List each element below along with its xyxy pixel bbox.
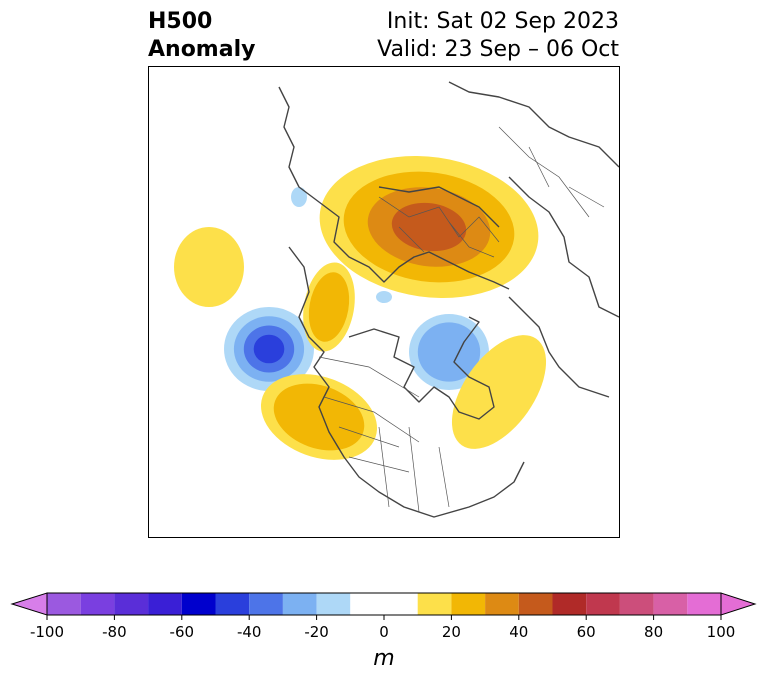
colorbar-level bbox=[282, 593, 317, 615]
title-line-field: Anomaly bbox=[148, 37, 256, 62]
colorbar-level bbox=[80, 593, 115, 615]
colorbar-tick-label: 80 bbox=[644, 623, 663, 641]
colorbar-tick-label: -40 bbox=[237, 623, 262, 641]
colorbar-level bbox=[653, 593, 688, 615]
init-date-label: Init: Sat 02 Sep 2023 bbox=[386, 9, 619, 34]
colorbar-unit-label: m bbox=[373, 646, 395, 671]
colorbar-level bbox=[552, 593, 587, 615]
colorbar: -100 -80 -60 -40 -20 0 20 40 60 80 100 bbox=[10, 592, 757, 641]
coastlines bbox=[278, 81, 619, 518]
colorbar-tick-label: 40 bbox=[509, 623, 528, 641]
colorbar-level bbox=[249, 593, 283, 615]
colorbar-level bbox=[417, 593, 452, 615]
anomaly-contour-positive bbox=[451, 335, 547, 449]
colorbar-tick-label: 100 bbox=[707, 623, 736, 641]
colorbar-level bbox=[350, 593, 418, 615]
colorbar-level bbox=[215, 593, 250, 615]
colorbar-tick-label: -20 bbox=[304, 623, 329, 641]
anomaly-contour-negative bbox=[253, 334, 285, 364]
colorbar-level bbox=[316, 593, 351, 615]
anomaly-contour-negative bbox=[376, 291, 392, 303]
anomaly-contour-negative bbox=[417, 322, 481, 382]
anomaly-contour-positive bbox=[273, 383, 365, 451]
colorbar-level bbox=[181, 593, 216, 615]
colorbar-level bbox=[687, 593, 721, 615]
colorbar-over-extension bbox=[720, 592, 757, 616]
colorbar-tick-label: 0 bbox=[379, 623, 389, 641]
chart-dates: Init: Sat 02 Sep 2023 Valid: 23 Sep – 06… bbox=[377, 8, 619, 64]
colorbar-level bbox=[485, 593, 519, 615]
anomaly-contour-positive bbox=[174, 227, 244, 307]
anomaly-field bbox=[174, 156, 547, 460]
anomaly-contour-negative bbox=[291, 187, 307, 207]
anomaly-contour-positive bbox=[308, 272, 350, 342]
colorbar-tick-label: -100 bbox=[30, 623, 64, 641]
colorbar-level bbox=[451, 593, 486, 615]
colorbar-tick-label: 20 bbox=[442, 623, 461, 641]
colorbar-level bbox=[148, 593, 182, 615]
colorbar-tick-label: -80 bbox=[102, 623, 127, 641]
map-canvas bbox=[174, 81, 619, 518]
colorbar-level bbox=[619, 593, 654, 615]
colorbar-tick-label: -60 bbox=[170, 623, 195, 641]
anomaly-contour-positive bbox=[391, 202, 467, 252]
colorbar-under-extension bbox=[10, 592, 48, 616]
political-borders bbox=[318, 126, 605, 513]
colorbar-tick-label: 60 bbox=[577, 623, 596, 641]
valid-date-label: Valid: 23 Sep – 06 Oct bbox=[377, 37, 619, 62]
colorbar-level bbox=[518, 593, 553, 615]
title-line-variable: H500 bbox=[148, 9, 213, 34]
colorbar-level bbox=[586, 593, 620, 615]
colorbar-level bbox=[47, 593, 81, 615]
colorbar-level bbox=[114, 593, 149, 615]
chart-title: H500 Anomaly bbox=[148, 8, 255, 64]
map-panel bbox=[148, 66, 620, 538]
